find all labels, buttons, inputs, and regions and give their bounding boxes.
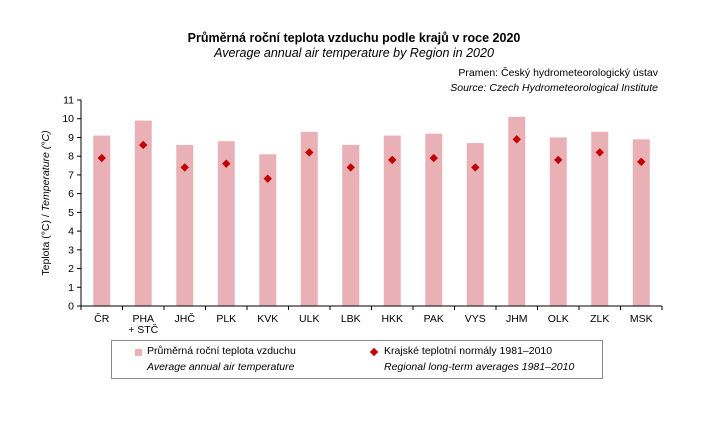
y-axis-label: Teplota (°C) / Temperature (°C) <box>40 130 52 275</box>
bar <box>508 116 526 306</box>
bar <box>259 154 277 306</box>
bar <box>466 143 484 306</box>
x-tick-label: PHA <box>132 313 154 325</box>
normal-marker <box>471 163 480 172</box>
chart-subtitle: Average annual air temperature by Region… <box>214 46 494 60</box>
y-tick-label: 8 <box>68 151 74 163</box>
normal-marker <box>346 163 355 172</box>
bar <box>176 144 194 306</box>
normal-marker <box>97 153 106 163</box>
normal-marker <box>429 153 438 163</box>
y-tick-label: 2 <box>68 263 74 275</box>
x-tick-label: ULK <box>299 313 319 325</box>
normal-marker <box>180 163 189 172</box>
legend-bar-swatch <box>135 349 142 356</box>
legend-bar-label-cz: Průměrná roční teplota vzduchu <box>147 345 296 357</box>
normal-marker <box>305 148 314 157</box>
y-tick-label: 6 <box>68 188 74 200</box>
normal-marker <box>595 148 604 157</box>
normal-marker <box>388 155 397 165</box>
x-tick-label: ČR <box>94 312 110 325</box>
y-axis-label-cz: Teplota (°C) / <box>40 211 52 275</box>
bar <box>134 120 152 306</box>
bar <box>383 135 401 306</box>
legend-marker-swatch <box>369 347 379 357</box>
normal-marker <box>139 140 148 150</box>
normal-marker <box>263 174 272 183</box>
y-tick-label: 9 <box>68 132 74 144</box>
legend-bar-label-en: Average annual air temperature <box>147 361 295 373</box>
legend-marker-label-en: Regional long-term averages 1981–2010 <box>384 361 575 373</box>
y-tick-label: 11 <box>63 95 74 107</box>
legend-marker-label-cz: Krajské teplotní normály 1981–2010 <box>384 345 553 357</box>
source-note-cz: Pramen: Český hydrometeorologický ústav <box>458 67 658 79</box>
bar <box>342 144 360 306</box>
x-tick-label: VYS <box>465 313 486 325</box>
y-tick-label: 10 <box>62 113 74 125</box>
bar <box>300 131 318 306</box>
y-tick-label: 0 <box>68 301 74 313</box>
bar <box>425 133 443 306</box>
x-tick-label: ZLK <box>590 313 609 325</box>
y-tick-label: 1 <box>68 282 74 294</box>
bar <box>549 137 567 306</box>
normal-marker <box>222 159 231 168</box>
normal-marker <box>554 155 563 165</box>
x-tick-label: KVK <box>257 313 278 325</box>
x-tick-label: OLK <box>548 313 569 325</box>
chart-legend: Průměrná roční teplota vzduchu Average a… <box>111 340 603 379</box>
bar <box>93 135 111 306</box>
x-tick-label: MSK <box>630 313 653 325</box>
x-tick-label: HKK <box>381 313 403 325</box>
y-axis-label-en: Temperature (°C) <box>40 130 52 211</box>
bar <box>632 139 650 306</box>
x-tick-label: PLK <box>216 313 236 325</box>
x-tick-label: JHČ <box>175 312 196 325</box>
y-tick-label: 3 <box>68 244 74 256</box>
normal-marker <box>512 135 521 144</box>
bar <box>591 131 609 306</box>
x-tick-label: JHM <box>506 313 528 325</box>
y-tick-label: 4 <box>68 226 74 238</box>
x-tick-label: + STČ <box>128 323 158 336</box>
x-tick-label: LBK <box>341 313 361 325</box>
y-tick-label: 7 <box>68 169 74 181</box>
source-note-en: Source: Czech Hydrometeorological Instit… <box>450 82 658 94</box>
bar <box>217 141 235 306</box>
y-tick-label: 5 <box>68 207 74 219</box>
normal-marker <box>637 157 646 166</box>
chart-title: Průměrná roční teplota vzduchu podle kra… <box>187 31 521 45</box>
x-tick-label: PAK <box>424 313 444 325</box>
